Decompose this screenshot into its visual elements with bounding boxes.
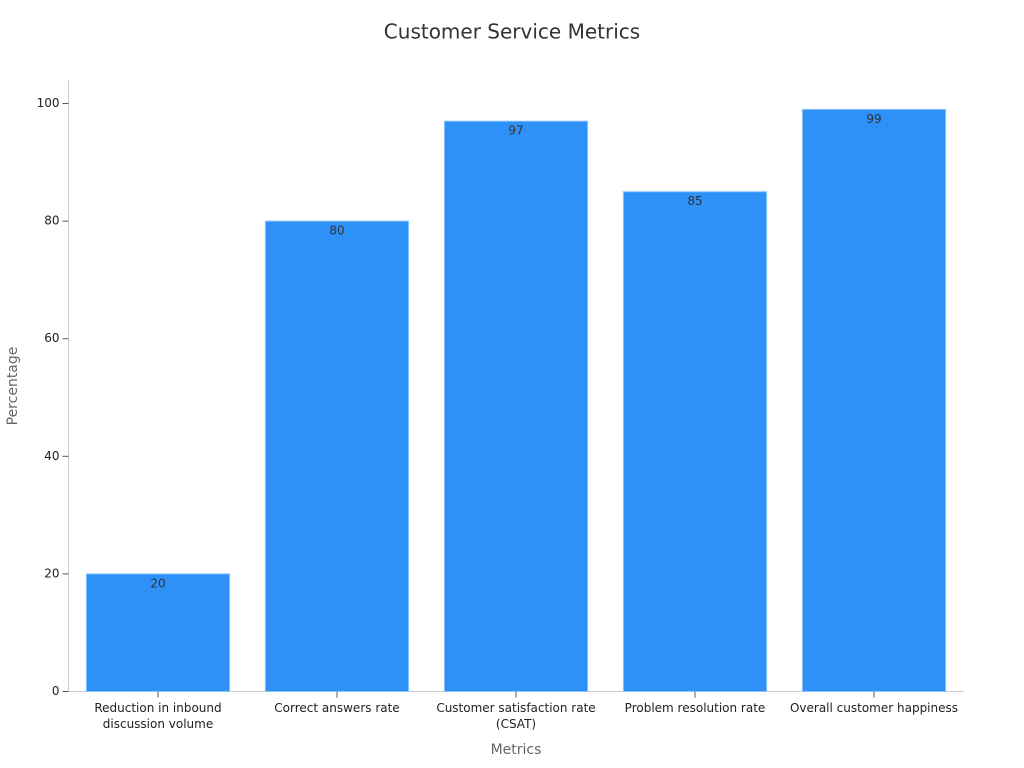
x-tick-label: Problem resolution rate <box>624 700 766 715</box>
value-label: 80 <box>329 224 344 238</box>
y-tick-label: 40 <box>44 449 59 463</box>
bar <box>622 191 768 692</box>
y-tick-label: 100 <box>37 96 60 110</box>
y-tick-label: 80 <box>44 214 59 228</box>
bar <box>801 108 947 692</box>
value-label: 99 <box>866 112 881 126</box>
x-tick-label: Reduction in inbound discussion volume <box>94 700 222 731</box>
value-label: 85 <box>687 194 702 208</box>
bar <box>85 573 231 693</box>
value-label: 97 <box>508 124 523 138</box>
bar <box>264 220 410 692</box>
x-axis-label: Metrics <box>491 742 542 758</box>
x-tick-label: Customer satisfaction rate (CSAT) <box>436 700 596 731</box>
y-tick-label: 60 <box>44 331 59 345</box>
y-tick-label: 20 <box>44 566 59 580</box>
chart-title: Customer Service Metrics <box>384 20 640 44</box>
value-label: 20 <box>150 576 165 590</box>
x-tick-label: Correct answers rate <box>274 700 400 715</box>
y-tick-label: 0 <box>52 684 60 698</box>
y-axis-label: Percentage <box>5 347 21 426</box>
x-tick-label: Overall customer happiness <box>789 700 959 715</box>
bar <box>443 120 589 693</box>
